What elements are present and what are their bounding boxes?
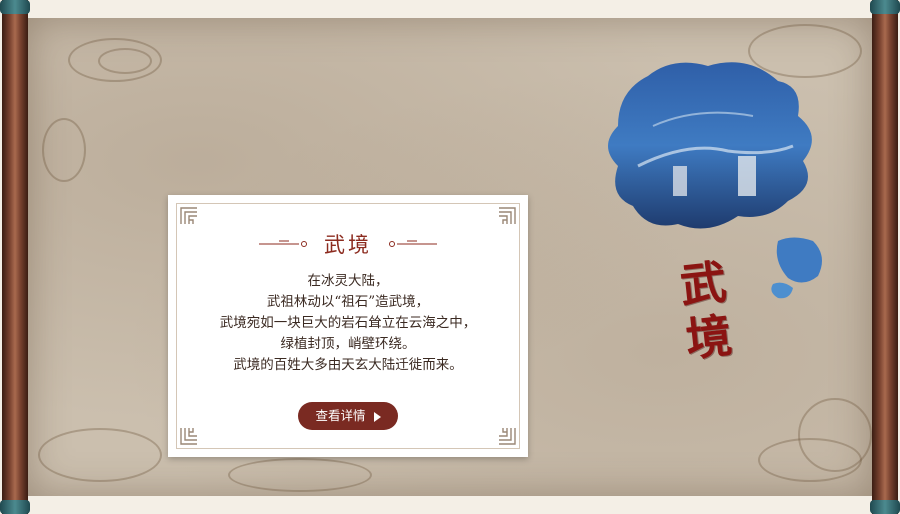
corner-fret-ornament xyxy=(180,427,198,445)
view-details-label: 查看详情 xyxy=(315,408,366,423)
card-title: 武境 xyxy=(324,233,372,257)
cloud-decoration xyxy=(758,438,862,482)
view-details-button[interactable]: 查看详情 xyxy=(298,402,398,430)
calligraphy-char: 武 xyxy=(677,254,729,314)
rod-cap xyxy=(0,500,30,514)
cloud-decoration xyxy=(748,24,862,78)
cloud-decoration xyxy=(38,428,162,482)
calligraphy-title: 武 境 xyxy=(678,253,749,367)
title-ornament xyxy=(258,240,307,247)
description-line: 在冰灵大陆， xyxy=(307,273,389,289)
cloud-decoration xyxy=(68,38,162,82)
play-arrow-icon xyxy=(373,411,381,422)
cloud-decoration xyxy=(42,118,86,182)
description-line: 武境的百姓大多由天玄大陆迁徙而来。 xyxy=(233,357,463,373)
description-line: 武祖林动以“祖石”造武境， xyxy=(266,294,430,310)
corner-fret-ornament xyxy=(498,207,516,225)
floating-island-illustration xyxy=(608,62,822,299)
rod-cap xyxy=(0,0,30,14)
cloud-decoration xyxy=(98,48,152,74)
card-title-row: 武境 xyxy=(168,229,528,259)
card-description: 在冰灵大陆， 武祖林动以“祖石”造武境， 武境宛如一块巨大的岩石耸立在云海之中，… xyxy=(168,271,528,376)
scroll-rod-left xyxy=(0,0,30,514)
title-ornament xyxy=(389,240,438,247)
card-border xyxy=(176,203,520,449)
corner-fret-ornament xyxy=(180,207,198,225)
description-line: 绿植封顶，峭壁环绕。 xyxy=(280,336,416,352)
rod-cap xyxy=(870,500,900,514)
calligraphy-char: 境 xyxy=(683,308,735,367)
cloud-decoration xyxy=(228,458,372,492)
description-line: 武境宛如一块巨大的岩石耸立在云海之中， xyxy=(219,315,477,331)
rod-cap xyxy=(870,0,900,14)
scroll-rod-right xyxy=(870,0,900,514)
info-card: 武境 在冰灵大陆， 武祖林动以“祖石”造武境， 武境宛如一块巨大的岩石耸立在云海… xyxy=(168,195,528,457)
corner-fret-ornament xyxy=(498,427,516,445)
